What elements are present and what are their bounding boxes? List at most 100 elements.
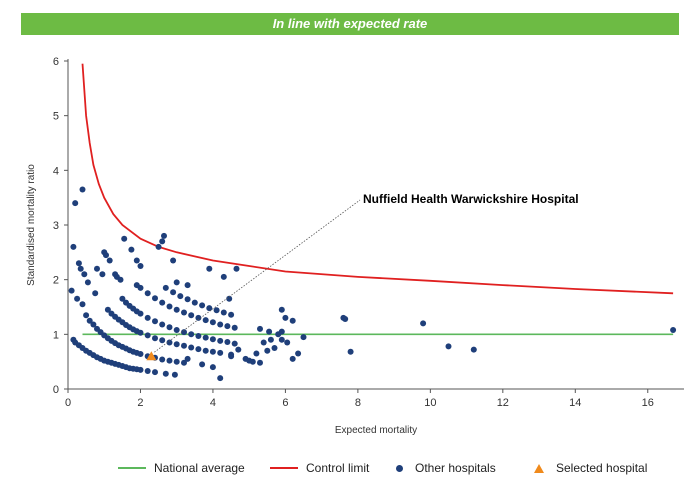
x-tick-label: 2 — [137, 397, 143, 409]
hospital-point — [74, 295, 81, 302]
hospital-point — [257, 359, 263, 366]
hospital-point — [217, 321, 224, 328]
y-tick-label: 4 — [53, 165, 59, 177]
hospital-point — [162, 284, 169, 291]
annotation-label: Nuffield Health Warwickshire Hospital — [363, 192, 579, 206]
hospital-point — [235, 346, 242, 353]
x-tick-label: 14 — [569, 397, 581, 409]
legend-item-national-average: National average — [118, 456, 245, 480]
hospital-point — [137, 263, 144, 269]
hospital-point — [217, 337, 224, 344]
hospital-point — [133, 257, 140, 264]
y-tick-label: 6 — [53, 56, 59, 68]
hospital-point — [152, 318, 158, 325]
hospital-point — [152, 369, 158, 376]
hospital-point — [220, 309, 227, 316]
hospital-point — [137, 284, 144, 291]
hospital-point — [184, 282, 191, 289]
hospital-point — [155, 243, 162, 250]
hospital-point — [217, 375, 224, 382]
hospital-point — [271, 345, 278, 351]
hospital-point — [206, 265, 213, 272]
legend-label: Control limit — [306, 461, 370, 475]
legend-label: Selected hospital — [556, 461, 648, 475]
hospital-point — [202, 334, 209, 341]
hospital-point — [342, 316, 349, 322]
y-tick-label: 0 — [53, 384, 59, 396]
hospital-point — [188, 331, 195, 338]
hospital-point — [75, 260, 82, 267]
hospital-point — [162, 370, 169, 377]
hospital-point — [99, 271, 106, 278]
hospital-point — [209, 348, 216, 355]
hospital-point — [103, 252, 109, 259]
x-tick-label: 4 — [210, 397, 216, 409]
hospital-point — [137, 310, 144, 317]
hospital-point — [81, 271, 88, 278]
hospital-point — [202, 347, 209, 354]
hospital-point — [181, 359, 187, 366]
hospital-point — [300, 334, 307, 341]
hospital-point — [173, 306, 180, 313]
hospital-point — [226, 295, 233, 302]
x-tick-label: 6 — [282, 397, 288, 409]
annotation-leader-line — [154, 199, 361, 353]
hospital-point — [177, 293, 184, 300]
hospital-point — [161, 232, 167, 239]
x-tick-label: 10 — [424, 397, 436, 409]
legend-label: Other hospitals — [415, 461, 496, 475]
hospital-point — [79, 186, 86, 193]
hospital-point — [70, 243, 77, 250]
hospital-point — [289, 355, 296, 362]
legend-item-other-hospitals: Other hospitals — [396, 456, 496, 480]
hospital-point — [72, 200, 79, 207]
hospital-point — [173, 327, 180, 333]
hospital-point — [295, 350, 302, 357]
hospital-point — [228, 353, 235, 360]
hospital-point — [137, 329, 144, 336]
hospital-point — [347, 348, 354, 355]
hospital-point — [253, 350, 260, 357]
y-tick-label: 3 — [53, 220, 59, 232]
hospital-point — [267, 336, 274, 343]
hospital-point — [228, 311, 235, 318]
hospital-point — [199, 302, 206, 309]
hospital-point — [94, 265, 100, 272]
hospital-point — [159, 337, 166, 344]
hospital-point — [202, 317, 209, 324]
hospital-point — [159, 299, 166, 306]
hospital-point — [470, 346, 477, 353]
hospital-point — [137, 351, 144, 357]
y-tick-label: 1 — [53, 329, 59, 341]
hospital-point — [231, 340, 238, 347]
hospital-point — [173, 358, 180, 365]
hospital-point — [195, 346, 202, 353]
hospital-point — [171, 371, 178, 378]
hospital-point — [86, 317, 93, 324]
y-tick-label: 2 — [53, 275, 59, 287]
hospital-point — [170, 257, 177, 264]
legend-dot-icon — [396, 464, 403, 472]
legend-triangle-icon — [534, 463, 544, 473]
hospital-point — [152, 295, 158, 302]
hospital-point — [84, 279, 91, 286]
legend-line-green — [118, 467, 146, 469]
hospital-point — [119, 295, 126, 302]
hospital-point — [184, 355, 191, 362]
hospital-point — [166, 303, 173, 310]
hospital-point — [90, 321, 97, 328]
hospital-point — [79, 301, 86, 308]
hospital-point — [278, 328, 285, 335]
hospital-point — [266, 328, 273, 335]
hospital-point — [284, 339, 291, 346]
hospital-point — [181, 342, 187, 349]
x-tick-label: 16 — [642, 397, 654, 409]
hospital-point — [195, 314, 202, 321]
hospital-point — [209, 364, 216, 371]
y-tick-label: 5 — [53, 111, 59, 123]
hospital-point — [173, 341, 180, 348]
y-axis-label: Standardised mortality ratio — [26, 164, 37, 286]
hospital-point — [278, 306, 285, 313]
hospital-point — [249, 358, 256, 365]
